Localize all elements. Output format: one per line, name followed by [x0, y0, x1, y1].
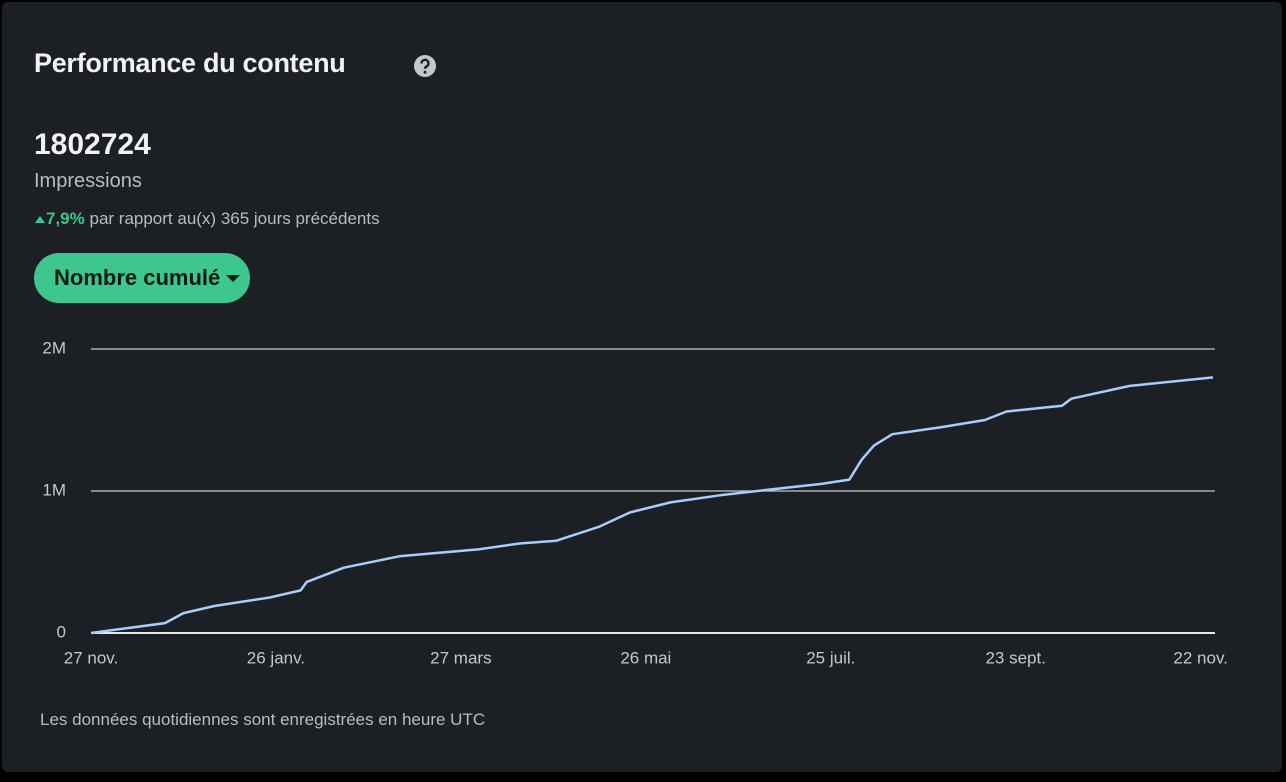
metric-change: 7,9% par rapport au(x) 365 jours précéde…	[34, 209, 380, 229]
x-tick-label: 26 janv.	[247, 648, 305, 667]
comparison: par rapport au(x) 365 jours précédents	[89, 209, 380, 228]
x-tick-label: 26 mai	[620, 648, 671, 667]
x-tick-label: 23 sept.	[985, 648, 1046, 667]
x-tick-label: 27 nov.	[64, 648, 119, 667]
change-value: 7,9%	[46, 209, 85, 228]
footnote: Les données quotidiennes sont enregistré…	[40, 710, 486, 729]
up-arrow	[35, 216, 45, 223]
metric-label: Impressions	[34, 170, 142, 192]
series-line	[90, 376, 1214, 635]
y-tick-label: 2M	[42, 338, 66, 357]
title: Performance du contenu	[34, 48, 346, 78]
y-tick-label: 0	[57, 622, 66, 641]
help-icon[interactable]	[413, 54, 437, 78]
mode-dropdown[interactable]: Nombre cumulé	[34, 253, 251, 303]
x-tick-label: 25 juil.	[806, 648, 855, 667]
x-tick-label: 22 nov.	[1173, 648, 1228, 667]
caret	[226, 275, 241, 282]
button-label: Nombre cumulé	[54, 265, 221, 290]
metric-value: 1802724	[34, 128, 151, 161]
y-tick-label: 1M	[42, 480, 66, 499]
x-tick-label: 27 mars	[430, 648, 491, 667]
